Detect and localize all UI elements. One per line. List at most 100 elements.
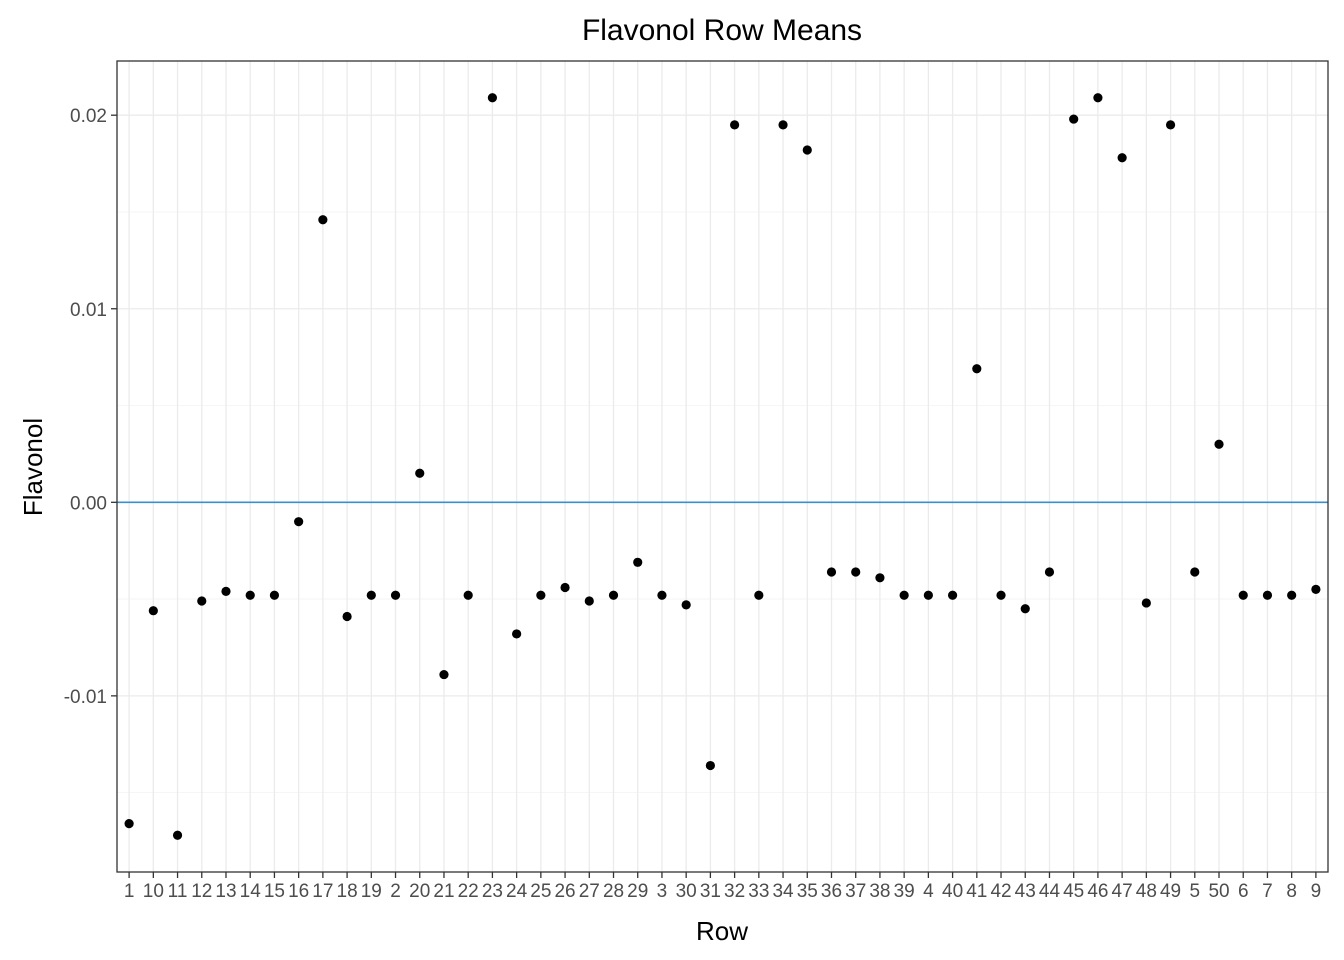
data-point-2 [390, 590, 401, 600]
x-tick-label-42: 42 [990, 881, 1011, 902]
data-point-11 [172, 830, 183, 840]
data-point-41 [972, 364, 982, 374]
data-point-9 [1311, 584, 1321, 595]
data-point-35 [802, 145, 812, 155]
data-point-3 [657, 590, 667, 600]
x-tick-label-5: 5 [1190, 881, 1201, 902]
x-tick-label-38: 38 [869, 881, 890, 902]
data-point-10 [148, 606, 158, 616]
x-tick-label-35: 35 [797, 881, 818, 902]
x-tick-label-20: 20 [409, 881, 430, 902]
x-tick-label-1: 1 [124, 881, 135, 902]
x-tick-label-39: 39 [894, 881, 915, 902]
x-tick-label-21: 21 [433, 881, 454, 902]
x-tick-label-4: 4 [923, 881, 934, 902]
data-point-23 [487, 93, 498, 103]
x-tick-label-50: 50 [1208, 881, 1229, 902]
x-tick-label-16: 16 [288, 881, 309, 902]
data-point-29 [633, 557, 643, 567]
x-tick-label-46: 46 [1087, 881, 1108, 902]
x-tick-label-27: 27 [579, 881, 600, 902]
data-point-22 [463, 590, 473, 600]
grid [117, 61, 1328, 872]
y-tick-label: 0.00 [70, 493, 107, 514]
data-point-17 [318, 215, 328, 225]
data-point-25 [536, 590, 546, 600]
data-point-30 [681, 600, 691, 610]
data-point-43 [1020, 604, 1030, 614]
x-tick-label-3: 3 [657, 881, 668, 902]
data-point-49 [1165, 120, 1176, 130]
x-tick-label-47: 47 [1112, 881, 1133, 902]
x-tick-label-14: 14 [240, 881, 262, 902]
x-tick-label-2: 2 [390, 881, 401, 902]
data-point-39 [899, 590, 909, 600]
y-tick-label: -0.01 [64, 687, 107, 708]
x-tick-label-48: 48 [1136, 881, 1157, 902]
data-point-21 [439, 669, 449, 680]
data-point-27 [584, 596, 594, 606]
chart-title: Flavonol Row Means [582, 14, 862, 47]
x-tick-label-6: 6 [1238, 881, 1249, 902]
data-point-4 [923, 590, 933, 600]
x-tick-label-17: 17 [312, 881, 333, 902]
data-point-1 [124, 819, 134, 829]
x-tick-label-43: 43 [1015, 881, 1036, 902]
x-tick-label-34: 34 [772, 881, 794, 902]
x-tick-label-30: 30 [676, 881, 697, 902]
data-point-16 [294, 517, 304, 527]
data-point-50 [1214, 439, 1224, 449]
x-tick-label-12: 12 [191, 881, 212, 902]
data-point-40 [947, 590, 958, 600]
x-tick-label-29: 29 [627, 881, 648, 902]
x-tick-label-40: 40 [942, 881, 963, 902]
x-tick-label-8: 8 [1286, 881, 1297, 902]
x-tick-label-7: 7 [1262, 881, 1273, 902]
x-tick-label-10: 10 [143, 881, 164, 902]
data-point-20 [415, 468, 425, 478]
data-point-13 [221, 586, 231, 596]
data-point-45 [1069, 114, 1079, 124]
x-tick-label-31: 31 [700, 881, 721, 902]
x-tick-label-18: 18 [337, 881, 358, 902]
y-tick-label: 0.02 [70, 106, 107, 127]
x-tick-label-9: 9 [1311, 881, 1322, 902]
y-tick-label: 0.01 [70, 300, 107, 321]
x-tick-label-44: 44 [1039, 881, 1061, 902]
data-point-37 [851, 567, 861, 577]
data-point-32 [730, 120, 740, 130]
data-point-44 [1044, 567, 1055, 577]
data-point-8 [1287, 590, 1297, 600]
x-tick-label-49: 49 [1160, 881, 1181, 902]
data-point-15 [269, 590, 280, 600]
x-tick-label-37: 37 [845, 881, 866, 902]
data-point-6 [1238, 590, 1248, 600]
data-point-14 [245, 590, 255, 600]
x-tick-label-26: 26 [554, 881, 575, 902]
x-tick-label-24: 24 [506, 881, 528, 902]
panel-border [116, 60, 1329, 873]
x-tick-label-36: 36 [821, 881, 842, 902]
x-tick-label-32: 32 [724, 881, 745, 902]
y-axis: -0.01 0.00 0.01 0.02 [64, 106, 117, 708]
data-point-34 [778, 120, 788, 130]
x-tick-label-11: 11 [168, 881, 188, 902]
x-tick-label-45: 45 [1063, 881, 1084, 902]
data-point-36 [826, 567, 837, 577]
data-point-48 [1141, 598, 1151, 608]
x-tick-label-28: 28 [603, 881, 624, 902]
x-tick-label-23: 23 [482, 881, 503, 902]
data-point-33 [754, 590, 764, 600]
data-point-18 [342, 611, 352, 622]
data-point-12 [197, 596, 207, 606]
y-axis-title: Flavonol [18, 418, 48, 516]
data-point-31 [705, 760, 715, 771]
x-axis: 1 10 11 12 13 14 15 16 17 18 19 2 20 21 22 23 24 25 26 27 28… [124, 872, 1321, 902]
data-point-46 [1093, 93, 1103, 103]
x-tick-label-25: 25 [530, 881, 551, 902]
x-tick-label-22: 22 [458, 881, 479, 902]
x-axis-title: Row [696, 916, 748, 946]
data-point-26 [560, 582, 570, 593]
x-tick-label-19: 19 [361, 881, 382, 902]
data-point-24 [512, 629, 522, 639]
